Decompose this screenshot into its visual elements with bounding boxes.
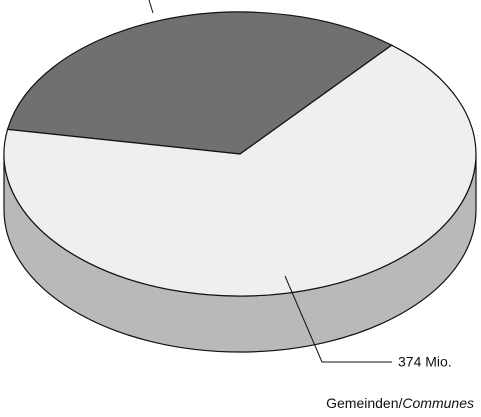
chart-footer: Gemeinden/Communes	[326, 395, 474, 411]
pie-slice	[3, 44, 477, 297]
leader-line	[284, 275, 392, 363]
footer-part: /	[399, 395, 403, 411]
pie-slice	[6, 11, 393, 155]
footer-part: Gemeinden	[326, 395, 398, 411]
footer-part: Communes	[402, 395, 474, 411]
pie	[3, 11, 477, 353]
leader-line	[148, 0, 154, 14]
data-label: 374 Mio.	[398, 354, 452, 370]
